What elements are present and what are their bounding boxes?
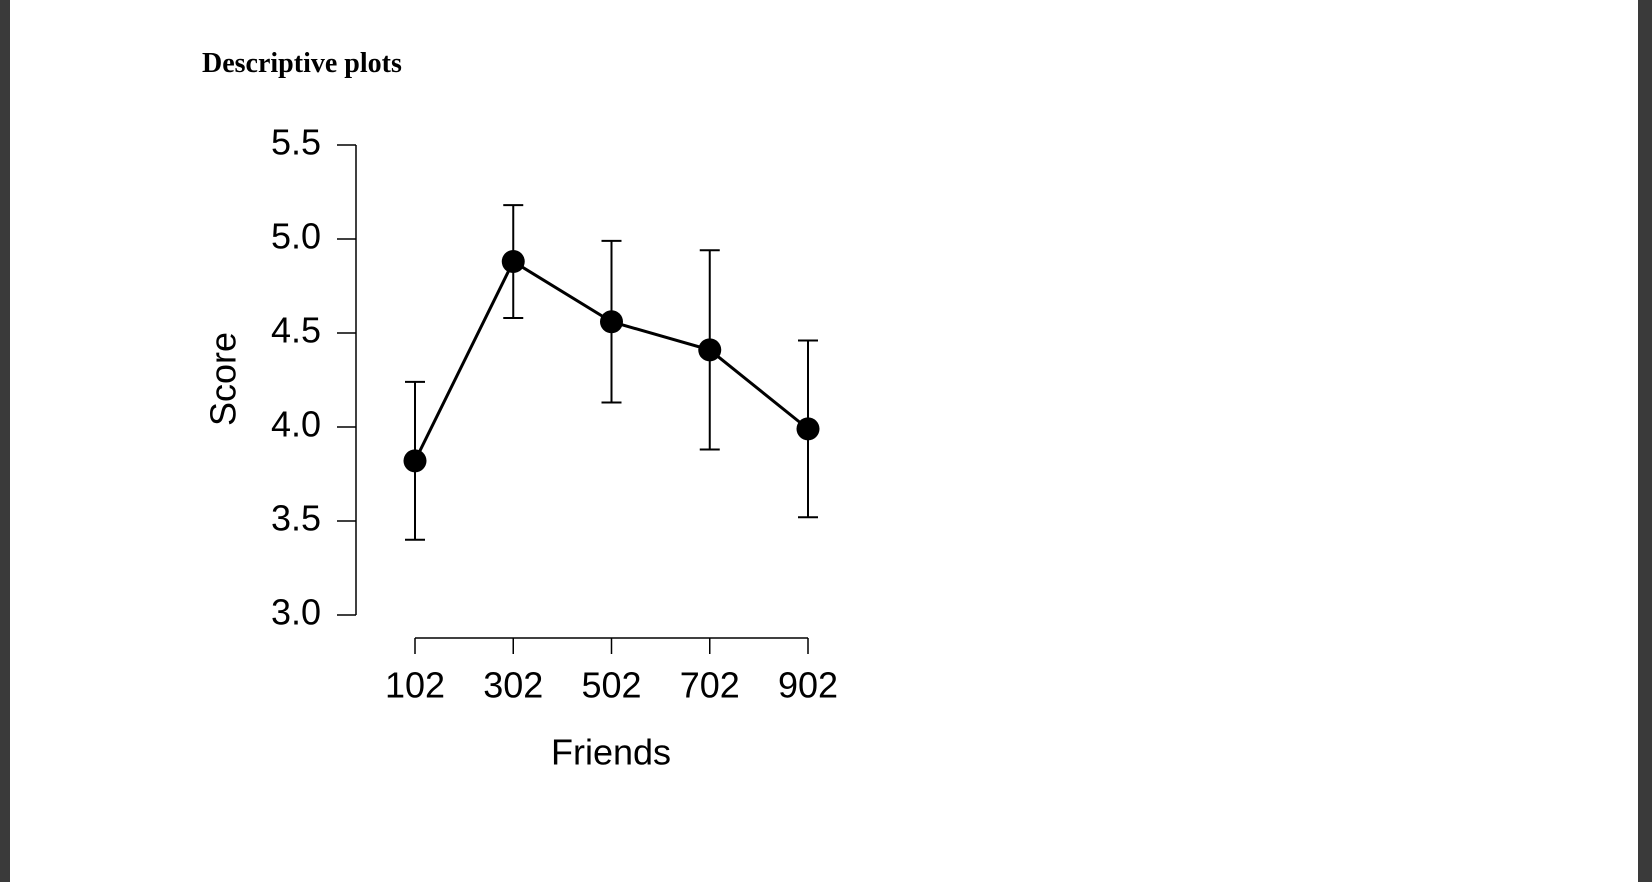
- y-tick-label: 5.0: [271, 216, 321, 257]
- y-tick-label: 4.5: [271, 310, 321, 351]
- point: [698, 338, 722, 362]
- point: [600, 310, 623, 334]
- x-tick-label: 902: [778, 665, 838, 706]
- x-tick-label: 102: [385, 665, 445, 706]
- point: [501, 250, 525, 274]
- viewer-edge: [0, 0, 10, 882]
- x-tick-label: 502: [581, 665, 641, 706]
- x-axis-title: Friends: [551, 732, 671, 773]
- y-tick-label: 4.0: [271, 404, 321, 445]
- x-tick-label: 702: [680, 665, 740, 706]
- y-tick-label: 3.0: [271, 592, 321, 633]
- y-tick-label: 3.5: [271, 498, 321, 539]
- x-tick-label: 302: [483, 665, 543, 706]
- section-heading: Descriptive plots: [202, 48, 402, 79]
- y-tick-label: 5.5: [271, 122, 321, 163]
- viewer-edge: [1638, 0, 1652, 882]
- y-axis-title: Score: [203, 332, 244, 426]
- point: [796, 417, 820, 441]
- point: [403, 449, 427, 473]
